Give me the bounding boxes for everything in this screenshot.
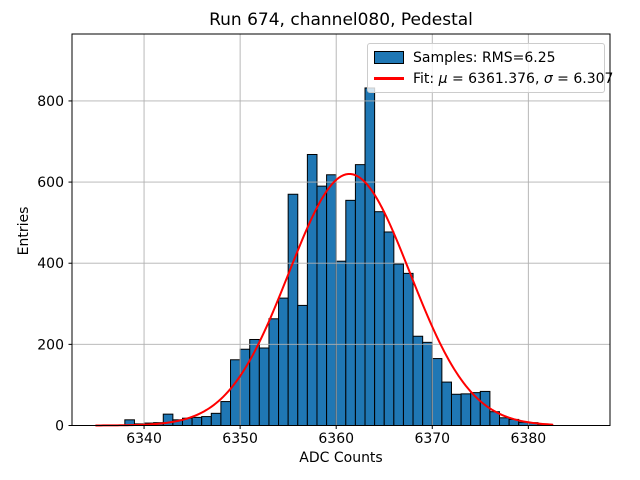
legend-fit-line-swatch: [374, 73, 404, 84]
y-axis-label: Entries: [16, 206, 32, 256]
legend-fit-label: Fit: μ = 6361.376, σ = 6.307: [413, 71, 613, 87]
histogram-bar: [268, 318, 280, 426]
legend-entry-fit: Fit: μ = 6361.376, σ = 6.307: [374, 71, 613, 87]
histogram-bar: [383, 231, 395, 426]
x-tick-label: 6340: [126, 431, 162, 447]
histogram-bar: [345, 199, 356, 426]
legend-entry-samples: Samples: RMS=6.25: [374, 50, 598, 66]
histogram-bar: [210, 412, 222, 426]
histogram-bar: [412, 335, 424, 427]
gaussian-fit-curve: [95, 173, 554, 427]
histogram-bar: [278, 297, 289, 426]
histogram-bar: [374, 211, 385, 426]
chart-title: Run 674, channel080, Pedestal: [209, 10, 473, 30]
histogram-bar: [335, 260, 347, 426]
x-tick-label: 6360: [318, 431, 354, 447]
legend-mu-value: = 6361.376,: [447, 70, 544, 87]
histogram-bar: [441, 381, 452, 426]
histogram-bar: [287, 193, 299, 426]
x-axis-label: ADC Counts: [299, 450, 383, 466]
x-tick-label: 6380: [511, 431, 547, 447]
histogram-bar: [431, 358, 443, 426]
y-tick-label: 0: [55, 419, 64, 435]
legend-sigma-symbol: σ: [543, 70, 553, 87]
histogram-bar: [364, 87, 376, 426]
legend-fit-prefix: Fit:: [413, 70, 439, 87]
axes-spines: [71, 33, 611, 426]
histogram-bar: [297, 304, 308, 427]
legend-sigma-value: = 6.307: [552, 70, 614, 87]
x-tick-label: 6350: [222, 431, 258, 447]
histogram-bar: [354, 164, 366, 427]
y-tick-label: 800: [37, 94, 64, 110]
histogram-bar: [191, 416, 203, 427]
histogram-bar: [422, 341, 433, 426]
histogram-bar: [258, 347, 270, 427]
histogram-bar: [326, 174, 337, 426]
y-tick-label: 600: [37, 175, 64, 191]
legend-box: Samples: RMS=6.25 Fit: μ = 6361.376, σ =…: [367, 43, 613, 93]
x-tick-label: 6370: [414, 431, 450, 447]
histogram-bar: [239, 348, 251, 426]
histogram-bar: [316, 185, 328, 426]
histogram-bar: [220, 401, 232, 426]
histogram-bar: [402, 272, 414, 426]
fit-line-sample: [374, 77, 404, 80]
histogram-bar: [450, 393, 462, 426]
histogram-bar: [201, 416, 212, 427]
y-tick-label: 200: [37, 337, 64, 353]
histogram-bar: [499, 417, 510, 427]
legend-samples-swatch: [374, 51, 404, 64]
histogram-bar: [460, 393, 472, 426]
histogram-bar: [306, 153, 318, 427]
y-tick-label: 400: [37, 256, 64, 272]
legend-samples-label: Samples: RMS=6.25: [413, 49, 556, 66]
histogram-bar: [230, 359, 241, 426]
legend-mu-symbol: μ: [438, 70, 448, 87]
